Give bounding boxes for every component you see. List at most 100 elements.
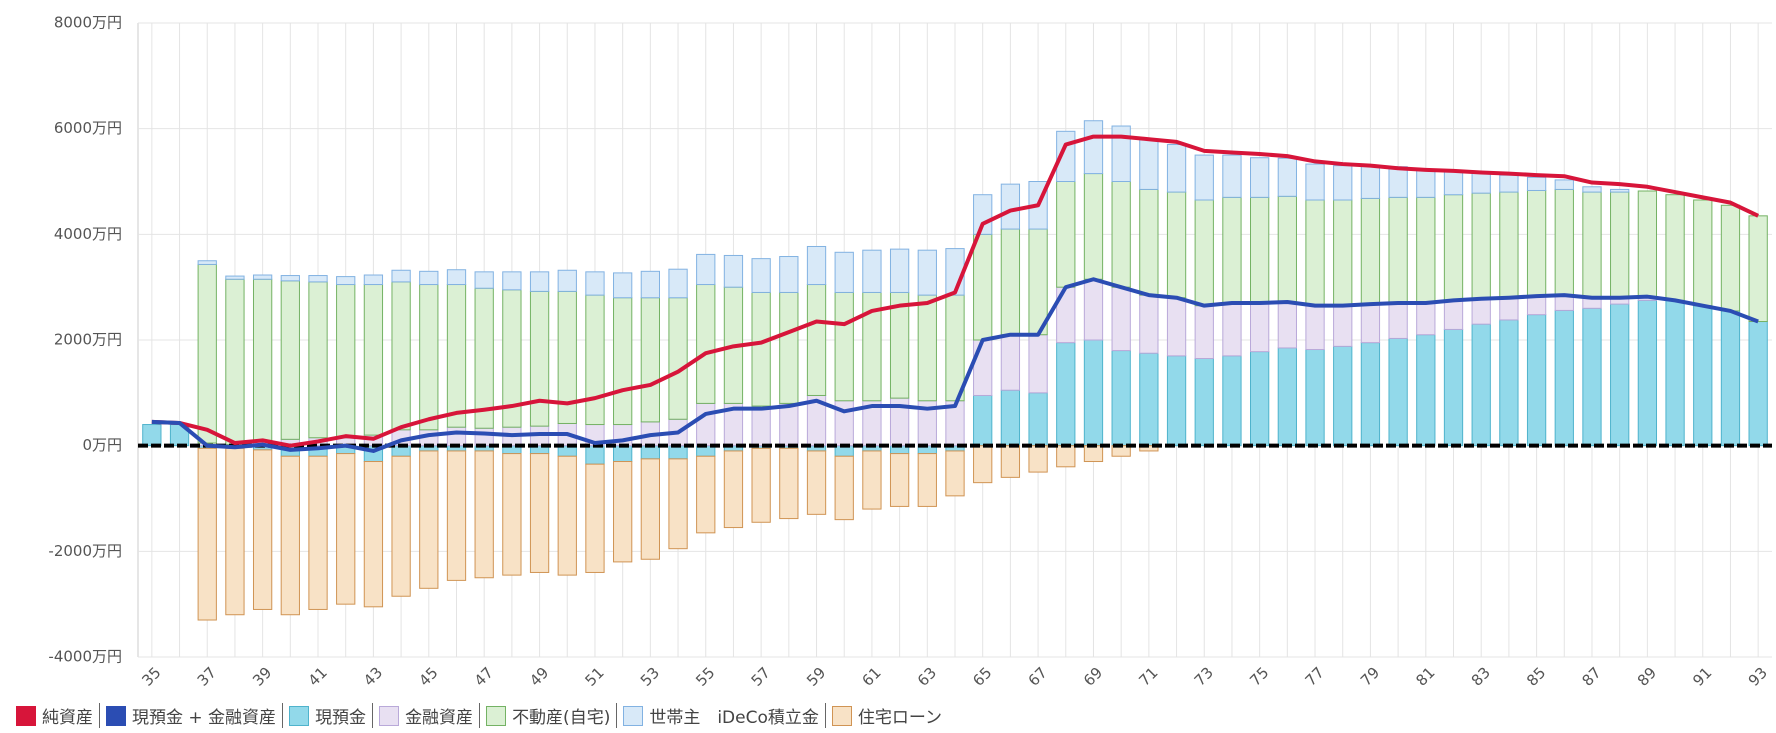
bar-segment bbox=[1416, 334, 1436, 447]
legend: 純資産 現預金 + 金融資産 現預金 金融資産 不動産(自宅) 世帯主 iDeCo積立金 住… bbox=[10, 703, 948, 728]
bar-segment bbox=[1056, 342, 1076, 447]
bar-segment bbox=[529, 290, 550, 427]
legend-label: 現預金 bbox=[315, 708, 367, 728]
bar-segment bbox=[1194, 357, 1214, 447]
x-tick-label: 79 bbox=[1357, 664, 1383, 690]
legend-item[interactable]: 現預金 + 金融資産 bbox=[99, 703, 282, 728]
bar-segment bbox=[1139, 294, 1159, 354]
bar-segment bbox=[474, 271, 494, 289]
bar-segment bbox=[1471, 172, 1491, 194]
bar-segment bbox=[1610, 188, 1630, 193]
x-tick-label: 49 bbox=[526, 664, 552, 690]
legend-item[interactable]: 住宅ローン bbox=[824, 703, 948, 728]
bar-segment bbox=[1443, 328, 1464, 447]
bar-segment bbox=[1526, 295, 1547, 316]
bar-segment bbox=[1443, 299, 1464, 330]
x-tick-label: 37 bbox=[194, 664, 220, 690]
x-tick-label: 83 bbox=[1468, 664, 1494, 690]
legend-swatch bbox=[16, 705, 36, 726]
bar-segment bbox=[779, 256, 799, 293]
bar-segment bbox=[446, 450, 467, 581]
bar-segment bbox=[1748, 321, 1768, 447]
bar-segment bbox=[862, 450, 882, 510]
bar-segment bbox=[1526, 314, 1547, 447]
bar-segment bbox=[1250, 196, 1270, 304]
bar-segment bbox=[1582, 186, 1602, 193]
bar-segment bbox=[1277, 301, 1297, 349]
bar-segment bbox=[474, 450, 494, 579]
bar-segment bbox=[973, 394, 993, 447]
bar-segment bbox=[945, 450, 965, 497]
bar-segment bbox=[973, 445, 993, 484]
bar-segment bbox=[1194, 154, 1214, 201]
bar-segment bbox=[1028, 392, 1048, 447]
x-tick-label: 87 bbox=[1579, 664, 1605, 690]
bar-segment bbox=[1665, 194, 1685, 301]
bar-segment bbox=[363, 274, 384, 286]
bar-segment bbox=[585, 294, 605, 426]
bar-segment bbox=[1416, 169, 1436, 198]
x-tick-label: 39 bbox=[249, 664, 275, 690]
legend-swatch bbox=[289, 705, 310, 726]
bar-segment bbox=[889, 453, 910, 507]
bar-segment bbox=[1554, 179, 1574, 190]
bar-segment bbox=[225, 275, 245, 280]
x-tick-label: 63 bbox=[914, 664, 940, 690]
bar-segment bbox=[419, 450, 439, 589]
bar-segment bbox=[1720, 204, 1741, 312]
y-tick-label: 8000万円 bbox=[54, 14, 122, 32]
bar-segment bbox=[1250, 157, 1270, 198]
bar-segment bbox=[1360, 197, 1381, 305]
bar-segment bbox=[1000, 334, 1021, 391]
bar-segment bbox=[1000, 183, 1021, 230]
bar-segment bbox=[1471, 298, 1491, 325]
x-tick-label: 73 bbox=[1191, 664, 1217, 690]
legend-item[interactable]: 世帯主 iDeCo積立金 bbox=[616, 703, 825, 728]
x-tick-label: 89 bbox=[1634, 664, 1660, 690]
bar-segment bbox=[1083, 278, 1104, 341]
bar-segment bbox=[1139, 138, 1159, 190]
bar-segment bbox=[751, 447, 771, 523]
x-tick-label: 47 bbox=[471, 664, 497, 690]
x-tick-label: 55 bbox=[692, 664, 718, 690]
bar-segment bbox=[640, 458, 660, 560]
bar-segment bbox=[585, 271, 605, 296]
bar-segment bbox=[1499, 191, 1519, 299]
bar-segment bbox=[1526, 176, 1547, 191]
bar-segment bbox=[363, 461, 384, 608]
bar-segment bbox=[1443, 194, 1464, 301]
legend-label: 現預金 + 金融資産 bbox=[132, 708, 277, 728]
x-tick-label: 67 bbox=[1025, 664, 1051, 690]
bar-segment bbox=[613, 445, 633, 463]
bar-segment bbox=[751, 405, 771, 447]
bar-segment bbox=[280, 275, 300, 282]
bar-segment bbox=[391, 281, 411, 431]
bar-segment bbox=[1222, 302, 1242, 357]
x-tick-label: 53 bbox=[637, 664, 663, 690]
bar-segment bbox=[973, 339, 993, 396]
legend-item[interactable]: 純資産 bbox=[10, 703, 99, 728]
bar-segment bbox=[834, 291, 854, 402]
bar-segment bbox=[917, 453, 937, 507]
legend-item[interactable]: 金融資産 bbox=[372, 703, 479, 728]
bar-segment bbox=[1471, 323, 1491, 447]
bar-segment bbox=[1305, 163, 1325, 201]
bar-segment bbox=[1637, 190, 1658, 298]
bar-segment bbox=[1139, 352, 1159, 447]
bar-segment bbox=[336, 276, 356, 286]
legend-item[interactable]: 不動産(自宅) bbox=[479, 703, 616, 728]
bar-segment bbox=[696, 455, 716, 534]
bar-segment bbox=[336, 284, 356, 439]
bar-segment bbox=[308, 455, 328, 610]
bar-segment bbox=[252, 449, 273, 610]
bar-segment bbox=[1360, 165, 1381, 199]
bar-segment bbox=[973, 194, 993, 235]
bar-segment bbox=[419, 284, 439, 431]
bar-segment bbox=[1111, 181, 1131, 288]
bar-segment bbox=[723, 254, 744, 288]
bar-segment bbox=[197, 263, 217, 444]
bar-segment bbox=[1166, 355, 1187, 447]
x-tick-label: 51 bbox=[581, 664, 607, 690]
bar-segment bbox=[1693, 199, 1713, 307]
legend-item[interactable]: 現預金 bbox=[282, 703, 372, 728]
